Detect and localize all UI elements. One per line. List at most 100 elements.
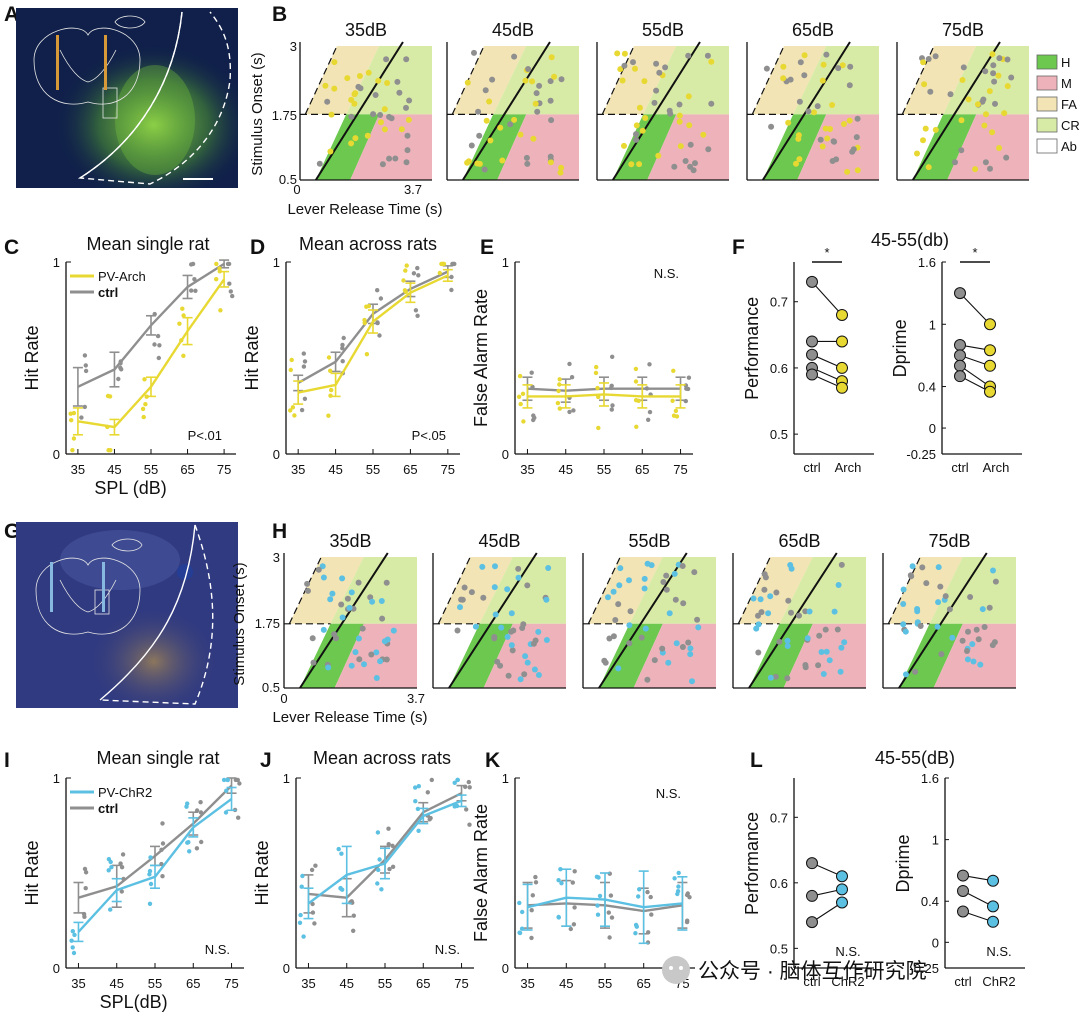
- trial-dot: [543, 637, 550, 643]
- trial-dot: [639, 127, 646, 134]
- rat-data-point: [375, 881, 380, 886]
- trial-dot: [548, 117, 555, 124]
- rat-data-point: [567, 409, 572, 415]
- trial-dot: [819, 143, 826, 150]
- trial-dot: [974, 101, 981, 108]
- response-boundary-line: [911, 41, 1001, 181]
- rat-data-point: [684, 892, 690, 898]
- trial-dot: [322, 82, 329, 89]
- trial-dot: [959, 637, 966, 644]
- raster-subplot: 35dB: [299, 20, 432, 181]
- significance-star: *: [824, 245, 829, 260]
- trial-dot: [547, 97, 554, 104]
- rat-data-point: [82, 914, 87, 919]
- trial-dot: [458, 596, 465, 603]
- rat-data-point: [147, 868, 153, 874]
- rat-data-point: [221, 777, 227, 783]
- trial-dot: [847, 63, 854, 70]
- trial-dot: [990, 567, 996, 574]
- trial-dot: [338, 601, 345, 608]
- rat-data-point: [607, 935, 612, 940]
- trial-dot: [355, 579, 362, 586]
- trial-dot: [679, 563, 686, 569]
- false-alarm-region: [305, 46, 380, 115]
- trial-dot: [1004, 56, 1011, 63]
- trial-dot: [642, 625, 649, 632]
- trial-dot: [690, 167, 697, 174]
- y-tick-label: 1: [53, 771, 60, 786]
- trial-dot: [390, 627, 397, 634]
- trial-dot: [508, 610, 515, 617]
- rat-data-point: [192, 277, 197, 282]
- trial-dot: [900, 601, 907, 607]
- trial-dot: [1001, 110, 1008, 117]
- ctrl-point: [806, 335, 818, 348]
- rat-data-point: [187, 849, 192, 854]
- trial-dot: [479, 563, 486, 570]
- y-tick-label: 0.5: [770, 941, 788, 956]
- trial-dot: [704, 52, 711, 59]
- trial-dot: [520, 621, 527, 628]
- ctrl-point: [954, 370, 966, 383]
- ctrl-point: [954, 287, 966, 300]
- rat-data-point: [106, 857, 112, 862]
- ctrl-point: [806, 889, 818, 902]
- trial-dot: [671, 570, 678, 577]
- y-tick-label: 0: [53, 961, 60, 976]
- trial-dot: [633, 131, 639, 138]
- trial-dot: [614, 50, 621, 57]
- trial-dot: [987, 165, 993, 172]
- trial-dot: [547, 78, 554, 85]
- y-tick-label: 0.5: [770, 427, 788, 442]
- trial-dot: [396, 89, 403, 96]
- trial-dot: [671, 163, 678, 170]
- rat-data-point: [83, 870, 89, 875]
- trial-dot: [914, 608, 921, 615]
- ctrl-point: [806, 916, 818, 929]
- rat-data-point: [301, 351, 306, 356]
- trial-dot: [983, 111, 989, 118]
- ctrl-point: [806, 348, 818, 361]
- significance-annotation: N.S.: [656, 786, 681, 801]
- x-tick-label: ctrl: [951, 460, 968, 475]
- raster-b-xtick-0: 0: [293, 182, 300, 197]
- rat-data-point: [156, 355, 161, 361]
- rat-data-point: [533, 874, 538, 880]
- trial-dot: [685, 52, 692, 59]
- trial-dot: [632, 65, 638, 72]
- ctrl-point: [957, 869, 969, 882]
- trial-dot: [534, 108, 541, 115]
- trial-dot: [651, 99, 658, 106]
- trial-dot: [510, 627, 517, 634]
- trial-dot: [846, 82, 853, 89]
- x-tick-label: 35: [71, 462, 85, 477]
- trial-dot: [653, 87, 660, 94]
- trial-dot: [965, 628, 971, 635]
- trial-dot: [691, 569, 698, 576]
- rat-data-point: [70, 929, 76, 934]
- trial-dot: [339, 614, 346, 621]
- trial-dot: [958, 117, 965, 124]
- trial-dot: [511, 53, 518, 60]
- trial-dot: [824, 135, 831, 142]
- y-tick-label: 1: [283, 771, 290, 786]
- rat-data-point: [83, 886, 88, 891]
- trial-dot: [969, 641, 976, 648]
- trial-dot: [806, 608, 813, 615]
- rat-data-point: [594, 874, 600, 879]
- hit-region: [315, 114, 380, 180]
- trial-dot: [304, 580, 311, 587]
- trial-dot: [986, 88, 993, 95]
- trial-dot: [838, 561, 845, 568]
- trial-dot: [515, 565, 522, 572]
- rat-data-point: [529, 908, 534, 913]
- y-tick-label: 0.6: [770, 876, 788, 891]
- rat-data-point: [152, 342, 157, 347]
- trial-dot: [1008, 74, 1015, 81]
- x-tick-label: 35: [71, 976, 85, 991]
- y-tick-label: 0.6: [770, 361, 788, 376]
- trial-dot: [981, 624, 988, 630]
- trial-dot: [919, 564, 926, 571]
- trial-dot: [802, 662, 809, 668]
- y-tick-label: 1: [502, 771, 509, 786]
